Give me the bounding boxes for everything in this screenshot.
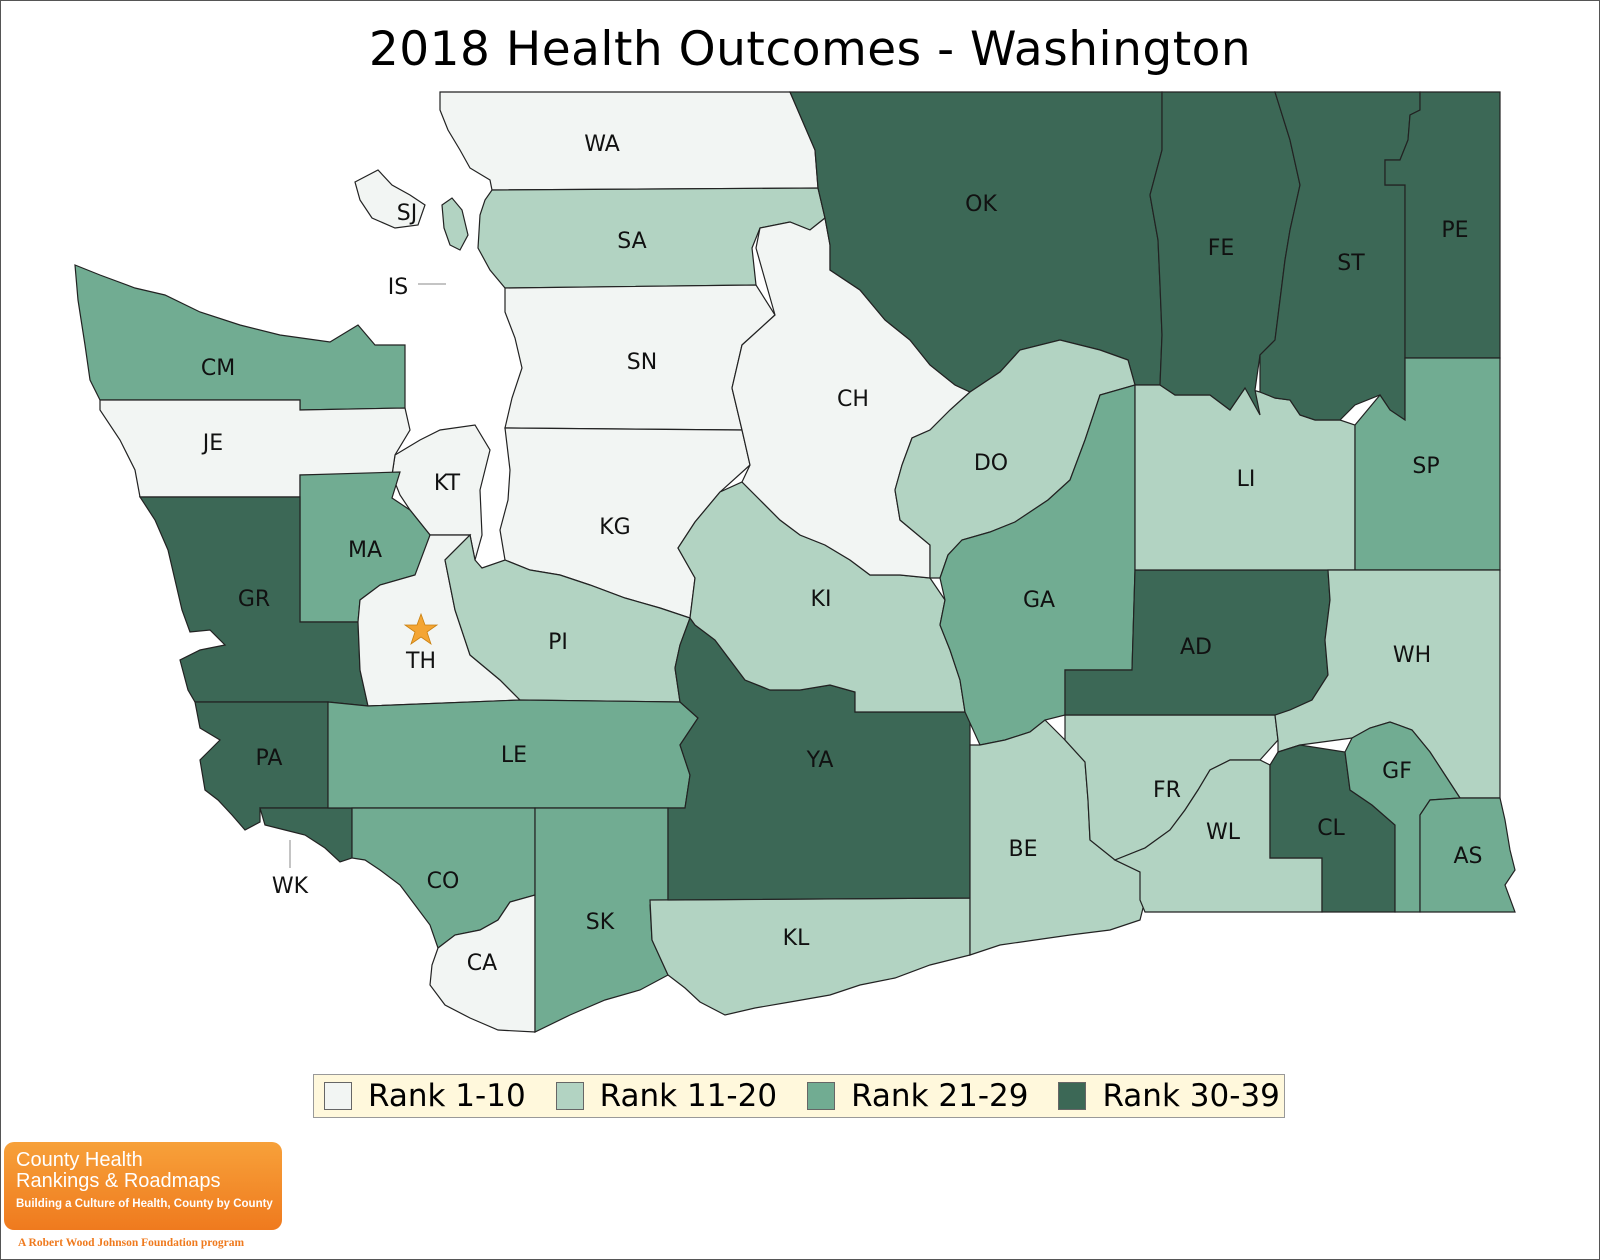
county-AS[interactable] [1419, 797, 1516, 913]
county-label-BE: BE [1009, 837, 1038, 862]
county-label-PE: PE [1441, 218, 1468, 243]
star-icon [403, 612, 439, 646]
county-label-IS: IS [388, 275, 408, 300]
county-label-FE: FE [1208, 236, 1235, 261]
county-label-WK: WK [272, 874, 309, 899]
county-label-SJ: SJ [397, 201, 417, 226]
logo-title: County Health Rankings & Roadmaps [16, 1149, 221, 1192]
legend-label: Rank 21-29 [851, 1078, 1029, 1114]
county-label-WH: WH [1393, 643, 1431, 668]
county-label-CM: CM [201, 356, 235, 381]
county-label-SK: SK [586, 910, 615, 935]
county-label-KL: KL [783, 926, 810, 951]
logo-footer: A Robert Wood Johnson Foundation program [18, 1237, 245, 1249]
legend-item-rank-30-39: Rank 30-39 [1058, 1078, 1280, 1114]
county-KL[interactable] [649, 897, 971, 1016]
county-label-CO: CO [427, 869, 460, 894]
county-label-CH: CH [837, 387, 869, 412]
county-label-GF: GF [1382, 759, 1412, 784]
county-label-KG: KG [599, 515, 630, 540]
county-label-OK: OK [965, 192, 997, 217]
county-label-SP: SP [1412, 454, 1439, 479]
county-label-JE: JE [201, 431, 223, 456]
legend-label: Rank 1-10 [368, 1078, 526, 1114]
legend-swatch [324, 1082, 352, 1110]
county-WK[interactable] [259, 807, 353, 863]
county-label-AS: AS [1453, 844, 1482, 869]
legend-item-rank-21-29: Rank 21-29 [807, 1078, 1028, 1114]
county-label-ST: ST [1337, 251, 1365, 276]
chrr-logo[interactable]: County Health Rankings & Roadmaps Buildi… [4, 1142, 282, 1230]
county-label-DO: DO [974, 451, 1008, 476]
county-label-WL: WL [1206, 820, 1241, 845]
legend-item-rank-11-20: Rank 11-20 [555, 1078, 778, 1114]
logo-tagline: Building a Culture of Health, County by … [16, 1198, 273, 1210]
county-label-GR: GR [238, 587, 270, 612]
county-label-PI: PI [548, 630, 568, 655]
county-label-MA: MA [348, 538, 382, 563]
county-label-CL: CL [1317, 816, 1345, 841]
county-SJ[interactable] [354, 169, 426, 229]
county-label-LE: LE [501, 743, 527, 768]
county-label-SN: SN [627, 350, 657, 375]
county-label-PA: PA [256, 746, 283, 771]
county-labels: WA SJ IS SA SN KG KT CM JE MA GR TH PI P… [201, 132, 1483, 976]
county-label-SA: SA [617, 229, 646, 254]
legend-label: Rank 11-20 [599, 1078, 778, 1114]
map-legend: Rank 1-10 Rank 11-20 Rank 21-29 Rank 30-… [313, 1074, 1285, 1118]
county-label-WA: WA [584, 132, 620, 157]
county-PE[interactable] [1384, 91, 1501, 359]
county-label-KI: KI [811, 587, 832, 612]
county-label-TH: TH [405, 649, 436, 674]
county-WA[interactable] [439, 91, 819, 191]
legend-swatch [555, 1082, 584, 1110]
county-label-FR: FR [1153, 778, 1181, 803]
legend-swatch [1058, 1082, 1087, 1110]
county-label-CA: CA [467, 951, 497, 976]
county-label-YA: YA [806, 748, 834, 773]
county-CM[interactable] [74, 264, 406, 411]
legend-swatch [807, 1082, 836, 1110]
county-label-LI: LI [1237, 467, 1256, 492]
county-IS[interactable] [441, 197, 469, 251]
county-label-AD: AD [1180, 635, 1212, 660]
legend-item-rank-1-10: Rank 1-10 [324, 1078, 526, 1114]
county-KT[interactable] [391, 424, 491, 561]
map-title: 2018 Health Outcomes - Washington [368, 22, 1252, 77]
legend-label: Rank 30-39 [1102, 1078, 1280, 1114]
county-label-GA: GA [1023, 588, 1055, 613]
county-label-KT: KT [434, 471, 461, 496]
